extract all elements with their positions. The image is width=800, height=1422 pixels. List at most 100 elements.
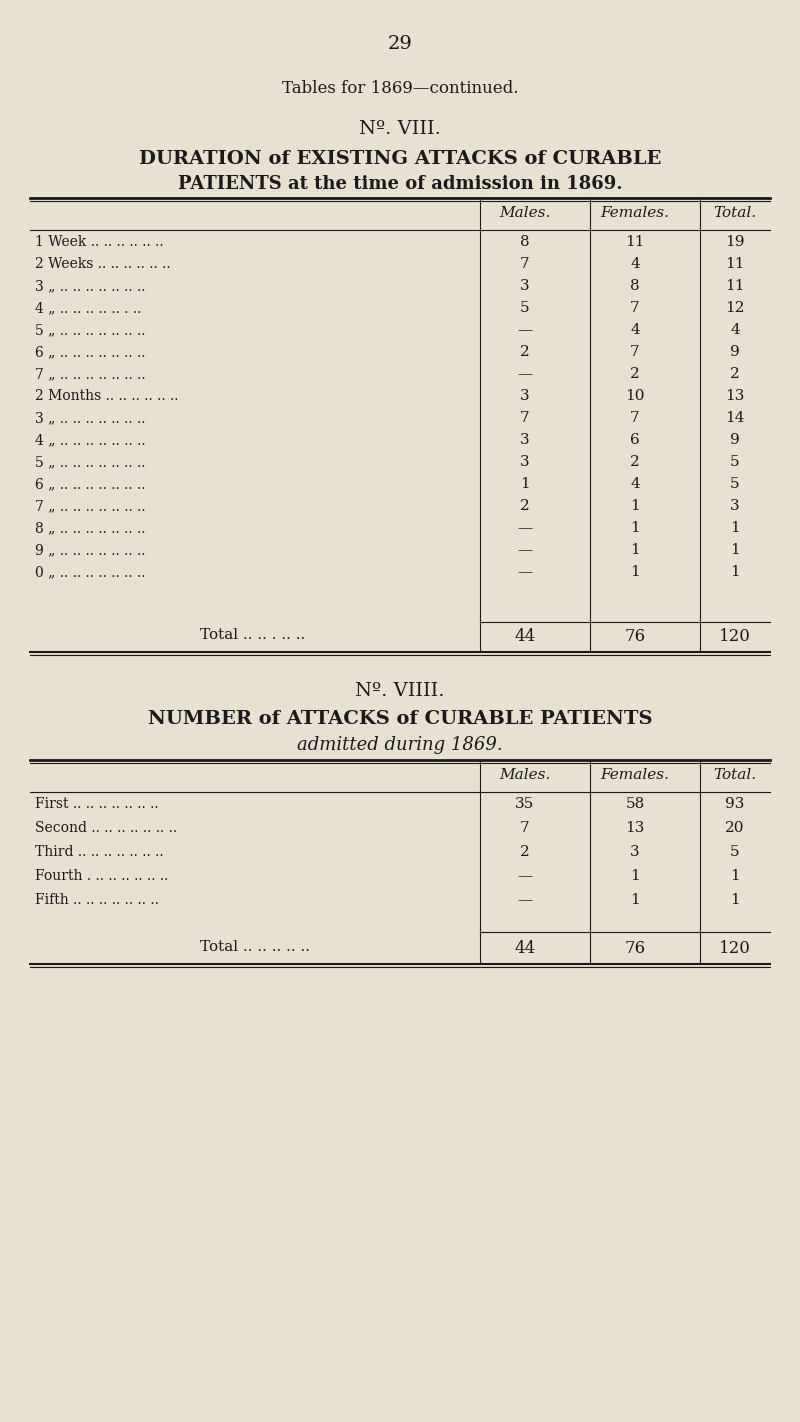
Text: 3: 3 [630,845,640,859]
Text: 1: 1 [730,893,740,907]
Text: —: — [518,520,533,535]
Text: Females.: Females. [601,768,670,782]
Text: 8: 8 [630,279,640,293]
Text: 1: 1 [630,565,640,579]
Text: 1: 1 [630,893,640,907]
Text: 3: 3 [520,279,530,293]
Text: 4 „ .. .. .. .. .. . ..: 4 „ .. .. .. .. .. . .. [35,301,142,316]
Text: 2: 2 [630,455,640,469]
Text: 1: 1 [520,476,530,491]
Text: 13: 13 [726,390,745,402]
Text: 4: 4 [630,323,640,337]
Text: 3: 3 [520,390,530,402]
Text: —: — [518,565,533,579]
Text: 93: 93 [726,796,745,811]
Text: 12: 12 [726,301,745,316]
Text: 5: 5 [730,455,740,469]
Text: 2: 2 [630,367,640,381]
Text: 8: 8 [520,235,530,249]
Text: 1: 1 [730,869,740,883]
Text: 5 „ .. .. .. .. .. .. ..: 5 „ .. .. .. .. .. .. .. [35,455,146,469]
Text: 0 „ .. .. .. .. .. .. ..: 0 „ .. .. .. .. .. .. .. [35,565,146,579]
Text: 6: 6 [630,434,640,447]
Text: 120: 120 [719,940,751,957]
Text: 2: 2 [730,367,740,381]
Text: DURATION of EXISTING ATTACKS of CURABLE: DURATION of EXISTING ATTACKS of CURABLE [139,149,661,168]
Text: 11: 11 [626,235,645,249]
Text: 4: 4 [630,476,640,491]
Text: 3: 3 [520,434,530,447]
Text: 7 „ .. .. .. .. .. .. ..: 7 „ .. .. .. .. .. .. .. [35,499,146,513]
Text: PATIENTS at the time of admission in 1869.: PATIENTS at the time of admission in 186… [178,175,622,193]
Text: 6 „ .. .. .. .. .. .. ..: 6 „ .. .. .. .. .. .. .. [35,476,146,491]
Text: 3 „ .. .. .. .. .. .. ..: 3 „ .. .. .. .. .. .. .. [35,411,146,425]
Text: Tables for 1869—continued.: Tables for 1869—continued. [282,80,518,97]
Text: 3 „ .. .. .. .. .. .. ..: 3 „ .. .. .. .. .. .. .. [35,279,146,293]
Text: 7: 7 [630,301,640,316]
Text: 2 Months .. .. .. .. .. ..: 2 Months .. .. .. .. .. .. [35,390,178,402]
Text: Third .. .. .. .. .. .. ..: Third .. .. .. .. .. .. .. [35,845,164,859]
Text: 35: 35 [515,796,534,811]
Text: 4 „ .. .. .. .. .. .. ..: 4 „ .. .. .. .. .. .. .. [35,434,146,447]
Text: 44: 44 [514,629,536,646]
Text: Fourth . .. .. .. .. .. ..: Fourth . .. .. .. .. .. .. [35,869,168,883]
Text: Males.: Males. [499,206,550,220]
Text: 20: 20 [726,820,745,835]
Text: Total.: Total. [714,206,757,220]
Text: —: — [518,893,533,907]
Text: 1 Week .. .. .. .. .. ..: 1 Week .. .. .. .. .. .. [35,235,164,249]
Text: 1: 1 [630,499,640,513]
Text: Total .. .. . .. ..: Total .. .. . .. .. [200,629,306,641]
Text: NUMBER of ATTACKS of CURABLE PATIENTS: NUMBER of ATTACKS of CURABLE PATIENTS [148,710,652,728]
Text: 1: 1 [730,520,740,535]
Text: 4: 4 [730,323,740,337]
Text: 7: 7 [520,411,530,425]
Text: 1: 1 [630,543,640,557]
Text: 1: 1 [730,565,740,579]
Text: 5 „ .. .. .. .. .. .. ..: 5 „ .. .. .. .. .. .. .. [35,323,146,337]
Text: 1: 1 [730,543,740,557]
Text: 11: 11 [726,257,745,272]
Text: Nº. VIII.: Nº. VIII. [359,119,441,138]
Text: admitted during 1869.: admitted during 1869. [297,737,503,754]
Text: Males.: Males. [499,768,550,782]
Text: 7: 7 [520,257,530,272]
Text: 44: 44 [514,940,536,957]
Text: —: — [518,543,533,557]
Text: 8 „ .. .. .. .. .. .. ..: 8 „ .. .. .. .. .. .. .. [35,520,146,535]
Text: Second .. .. .. .. .. .. ..: Second .. .. .. .. .. .. .. [35,820,177,835]
Text: 9 „ .. .. .. .. .. .. ..: 9 „ .. .. .. .. .. .. .. [35,543,146,557]
Text: 5: 5 [730,845,740,859]
Text: 120: 120 [719,629,751,646]
Text: 7: 7 [630,346,640,358]
Text: First .. .. .. .. .. .. ..: First .. .. .. .. .. .. .. [35,796,158,811]
Text: 7: 7 [520,820,530,835]
Text: 3: 3 [520,455,530,469]
Text: 2: 2 [520,499,530,513]
Text: Total.: Total. [714,768,757,782]
Text: 5: 5 [730,476,740,491]
Text: 7: 7 [630,411,640,425]
Text: 11: 11 [726,279,745,293]
Text: 76: 76 [625,940,646,957]
Text: 58: 58 [626,796,645,811]
Text: —: — [518,869,533,883]
Text: 1: 1 [630,520,640,535]
Text: 2: 2 [520,346,530,358]
Text: 6 „ .. .. .. .. .. .. ..: 6 „ .. .. .. .. .. .. .. [35,346,146,358]
Text: Total .. .. .. .. ..: Total .. .. .. .. .. [200,940,310,954]
Text: 9: 9 [730,346,740,358]
Text: 76: 76 [625,629,646,646]
Text: —: — [518,367,533,381]
Text: 29: 29 [387,36,413,53]
Text: 5: 5 [520,301,530,316]
Text: 14: 14 [726,411,745,425]
Text: 2 Weeks .. .. .. .. .. ..: 2 Weeks .. .. .. .. .. .. [35,257,170,272]
Text: 7 „ .. .. .. .. .. .. ..: 7 „ .. .. .. .. .. .. .. [35,367,146,381]
Text: 10: 10 [626,390,645,402]
Text: Fifth .. .. .. .. .. .. ..: Fifth .. .. .. .. .. .. .. [35,893,159,907]
Text: 2: 2 [520,845,530,859]
Text: 4: 4 [630,257,640,272]
Text: 9: 9 [730,434,740,447]
Text: Nº. VIIII.: Nº. VIIII. [355,683,445,700]
